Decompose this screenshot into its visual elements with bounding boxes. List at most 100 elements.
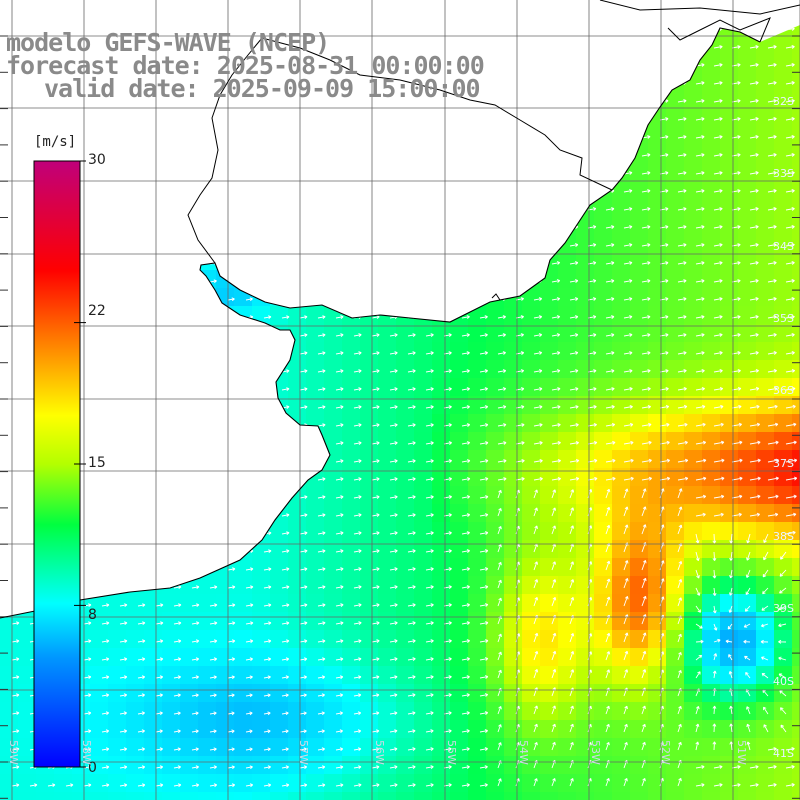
wind-speed-cell bbox=[90, 666, 109, 685]
wind-arrow bbox=[729, 533, 734, 544]
wind-arrow bbox=[712, 533, 717, 544]
wind-speed-cell bbox=[360, 720, 379, 739]
wind-speed-cell bbox=[288, 378, 307, 397]
wind-speed-cell bbox=[414, 342, 433, 361]
wind-speed-cell bbox=[774, 666, 793, 685]
wind-speed-cell bbox=[324, 432, 343, 451]
wind-speed-cell bbox=[774, 576, 793, 595]
latitude-label: 39S bbox=[773, 602, 794, 615]
wind-speed-cell bbox=[306, 594, 325, 613]
wind-speed-cell bbox=[378, 540, 397, 559]
wind-arrow bbox=[281, 549, 290, 554]
wind-speed-cell bbox=[432, 630, 451, 649]
wind-speed-cell bbox=[378, 432, 397, 451]
wind-speed-cell bbox=[180, 738, 199, 757]
wind-speed-cell bbox=[432, 540, 451, 559]
wind-arrow bbox=[407, 675, 416, 680]
wind-speed-cell bbox=[486, 702, 505, 721]
wind-arrow bbox=[569, 525, 575, 535]
wind-arrow bbox=[623, 650, 629, 661]
wind-speed-cell bbox=[378, 612, 397, 631]
wind-speed-cell bbox=[486, 378, 505, 397]
wind-arrow bbox=[712, 670, 717, 679]
wind-arrow bbox=[335, 423, 344, 428]
wind-speed-cell bbox=[360, 324, 379, 343]
wind-arrow bbox=[623, 560, 629, 571]
wind-speed-cell bbox=[270, 684, 289, 703]
wind-speed-cell bbox=[648, 216, 667, 235]
wind-arrow bbox=[767, 62, 777, 67]
wind-speed-cell bbox=[324, 522, 343, 541]
wind-arrow bbox=[371, 603, 380, 608]
wind-speed-cell bbox=[792, 162, 800, 181]
wind-arrow bbox=[533, 369, 543, 373]
wind-speed-cell bbox=[504, 396, 523, 415]
wind-speed-cell bbox=[198, 666, 217, 685]
wind-arrow bbox=[695, 368, 705, 373]
wind-speed-cell bbox=[684, 558, 703, 577]
wind-arrow bbox=[461, 549, 470, 553]
wind-speed-cell bbox=[630, 486, 649, 505]
wind-speed-cell bbox=[774, 54, 793, 73]
wind-arrow bbox=[425, 765, 434, 770]
wind-arrow bbox=[425, 783, 434, 788]
wind-arrow bbox=[623, 315, 633, 319]
wind-speed-cell bbox=[324, 324, 343, 343]
wind-speed-cell bbox=[612, 648, 631, 667]
wind-arrow bbox=[101, 657, 110, 662]
wind-arrow bbox=[353, 567, 362, 572]
wind-speed-cell bbox=[720, 576, 739, 595]
wind-speed-cell bbox=[414, 486, 433, 505]
wind-arrow bbox=[767, 170, 777, 175]
wind-arrow bbox=[191, 729, 199, 734]
wind-speed-cell bbox=[468, 432, 487, 451]
wind-speed-cell bbox=[612, 360, 631, 379]
wind-arrow bbox=[209, 657, 218, 662]
wind-arrow bbox=[767, 242, 777, 247]
wind-speed-cell bbox=[432, 576, 451, 595]
wind-speed-cell bbox=[738, 432, 757, 451]
wind-speed-cell bbox=[738, 684, 757, 703]
wind-speed-cell bbox=[324, 756, 343, 775]
wind-speed-cell bbox=[252, 792, 271, 800]
wind-speed-cell bbox=[738, 144, 757, 163]
wind-arrow bbox=[245, 747, 253, 752]
wind-speed-cell bbox=[612, 414, 631, 433]
wind-arrow bbox=[623, 723, 628, 733]
wind-arrow bbox=[725, 639, 733, 644]
wind-speed-cell bbox=[522, 306, 541, 325]
wind-speed-cell bbox=[702, 288, 721, 307]
wind-speed-cell bbox=[324, 396, 343, 415]
wind-speed-cell bbox=[558, 414, 577, 433]
wind-arrow bbox=[749, 386, 760, 391]
wind-speed-cell bbox=[162, 774, 181, 793]
wind-speed-cell bbox=[342, 558, 361, 577]
wind-speed-cell bbox=[648, 648, 667, 667]
wind-speed-cell bbox=[630, 216, 649, 235]
wind-speed-cell bbox=[450, 450, 469, 469]
wind-speed-cell bbox=[756, 198, 775, 217]
wind-arrow bbox=[461, 567, 470, 571]
wind-arrow bbox=[173, 621, 182, 626]
wind-arrow bbox=[407, 693, 416, 698]
wind-speed-cell bbox=[756, 468, 775, 487]
wind-arrow bbox=[767, 422, 779, 427]
wind-arrow bbox=[767, 747, 777, 751]
wind-speed-cell bbox=[684, 792, 703, 800]
wind-speed-cell bbox=[126, 702, 145, 721]
wind-arrow bbox=[605, 506, 611, 517]
wind-speed-cell bbox=[504, 576, 523, 595]
wind-arrow bbox=[281, 729, 289, 734]
wind-speed-cell bbox=[558, 378, 577, 397]
wind-arrow bbox=[785, 224, 795, 229]
wind-arrow bbox=[209, 783, 218, 788]
wind-arrow bbox=[317, 639, 326, 644]
wind-speed-cell bbox=[126, 774, 145, 793]
wind-arrow bbox=[569, 297, 579, 301]
wind-speed-cell bbox=[414, 648, 433, 667]
lagoon-outline bbox=[667, 17, 771, 43]
wind-arrow bbox=[137, 783, 146, 788]
wind-speed-cell bbox=[522, 612, 541, 631]
wind-speed-cell bbox=[486, 576, 505, 595]
wind-arrow bbox=[551, 351, 561, 355]
